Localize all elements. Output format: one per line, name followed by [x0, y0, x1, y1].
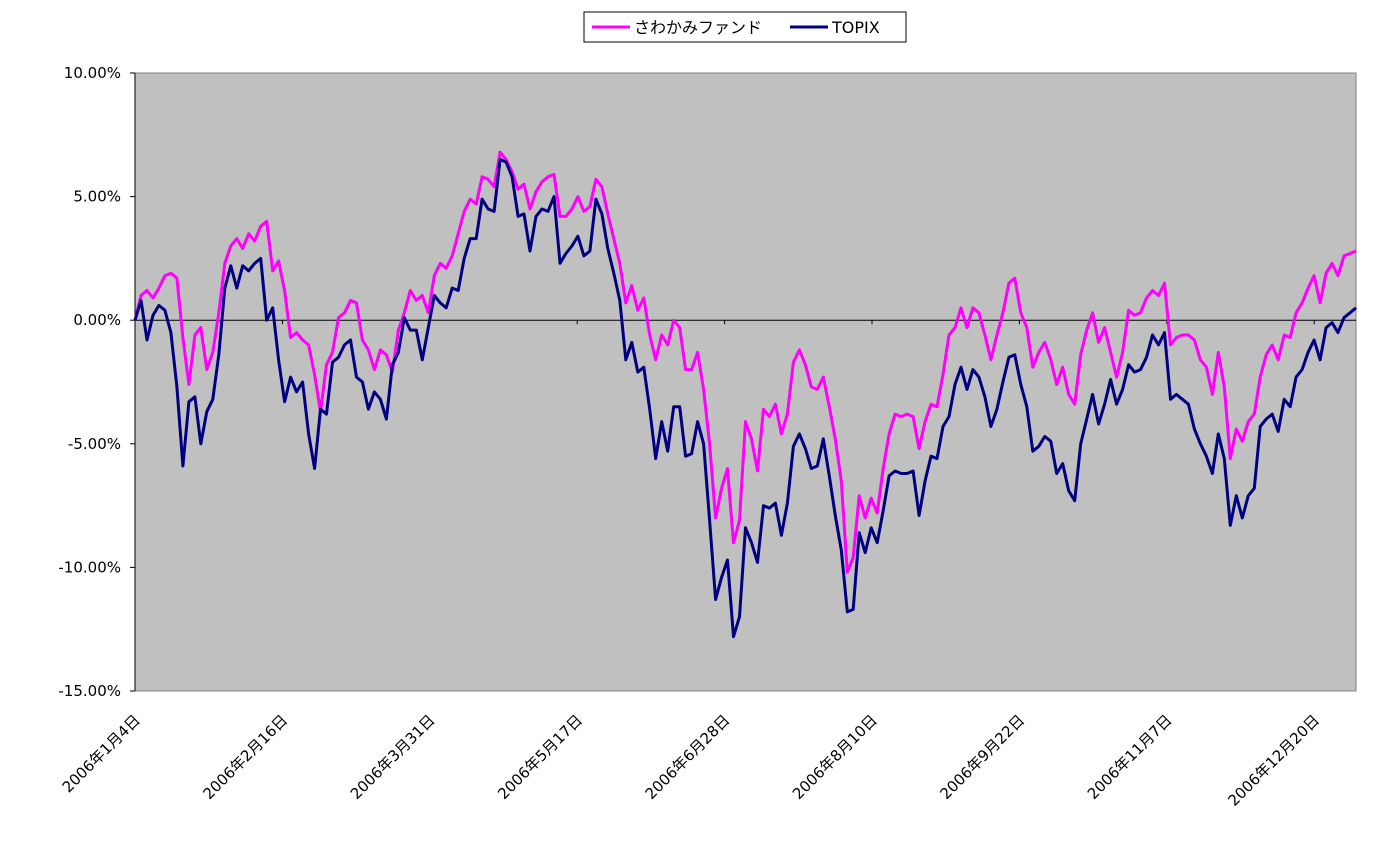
legend-label-sawakami: さわかみファンド [634, 18, 762, 37]
y-tick-label: -15.00% [58, 682, 121, 700]
x-tick-label: 2006年12月20日 [1224, 711, 1323, 810]
x-tick-label: 2006年9月22日 [936, 711, 1028, 803]
x-tick-label: 2006年3月31日 [347, 711, 439, 803]
plot-area [134, 72, 1357, 692]
legend-box [583, 11, 907, 43]
x-tick-label: 2006年6月28日 [642, 711, 734, 803]
series-line-sawakami [133, 150, 1357, 574]
y-tick-label: 10.00% [64, 64, 121, 82]
series-layer [133, 150, 1357, 639]
x-tick-label: 2006年1月4日 [59, 711, 144, 796]
legend-label-topix: TOPIX [831, 18, 880, 37]
series-line-topix [133, 158, 1357, 639]
legend: さわかみファンド TOPIX [583, 11, 907, 43]
y-tick-label: 5.00% [73, 188, 121, 206]
y-axis: 10.00% 5.00% 0.00% -5.00% -10.00% -15.00% [58, 64, 136, 700]
y-tick-label: 0.00% [73, 311, 121, 329]
x-tick-label: 2006年8月10日 [789, 711, 881, 803]
y-tick-label: -5.00% [68, 435, 121, 453]
x-tick-label: 2006年2月16日 [199, 711, 291, 803]
x-tick-label: 2006年5月17日 [494, 711, 586, 803]
x-tick-label: 2006年11月7日 [1084, 711, 1176, 803]
y-tick-label: -10.00% [58, 558, 121, 576]
